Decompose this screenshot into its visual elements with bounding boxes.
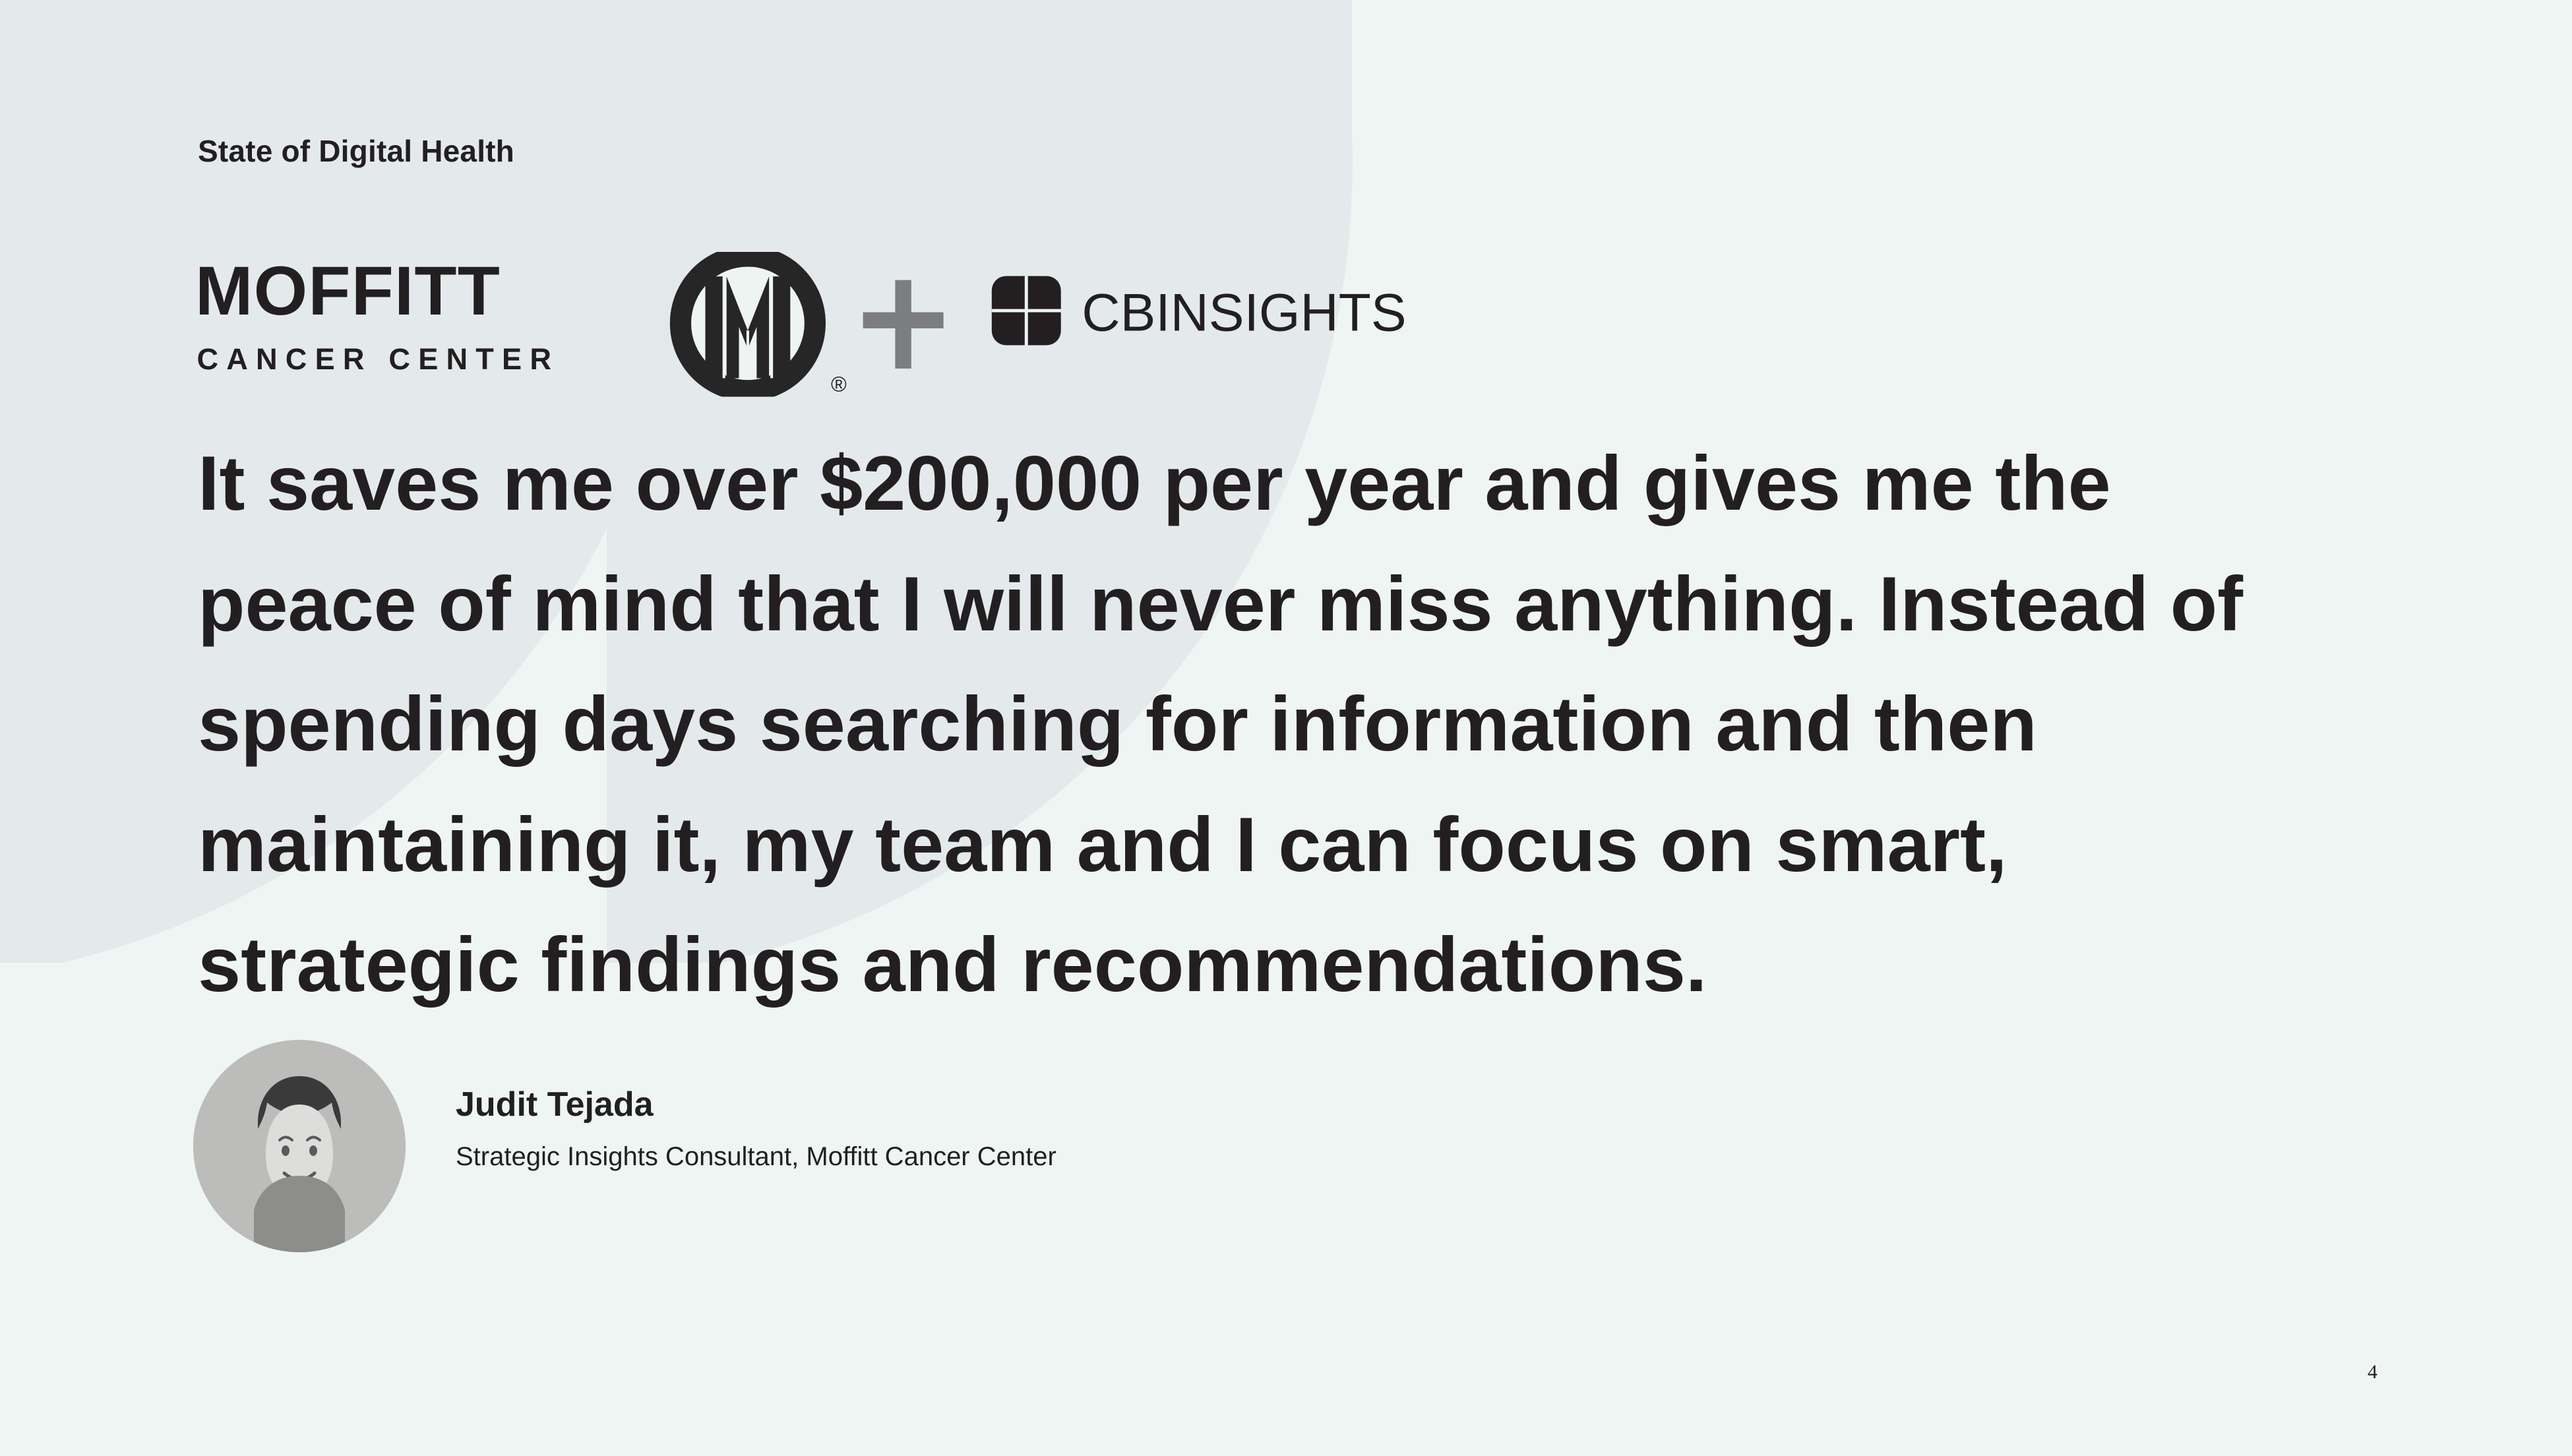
svg-text:MOFFITT: MOFFITT	[195, 253, 501, 330]
svg-text:CBINSIGHTS: CBINSIGHTS	[1082, 284, 1406, 343]
svg-text:CANCER CENTER: CANCER CENTER	[197, 342, 559, 376]
svg-text:®: ®	[831, 373, 847, 396]
